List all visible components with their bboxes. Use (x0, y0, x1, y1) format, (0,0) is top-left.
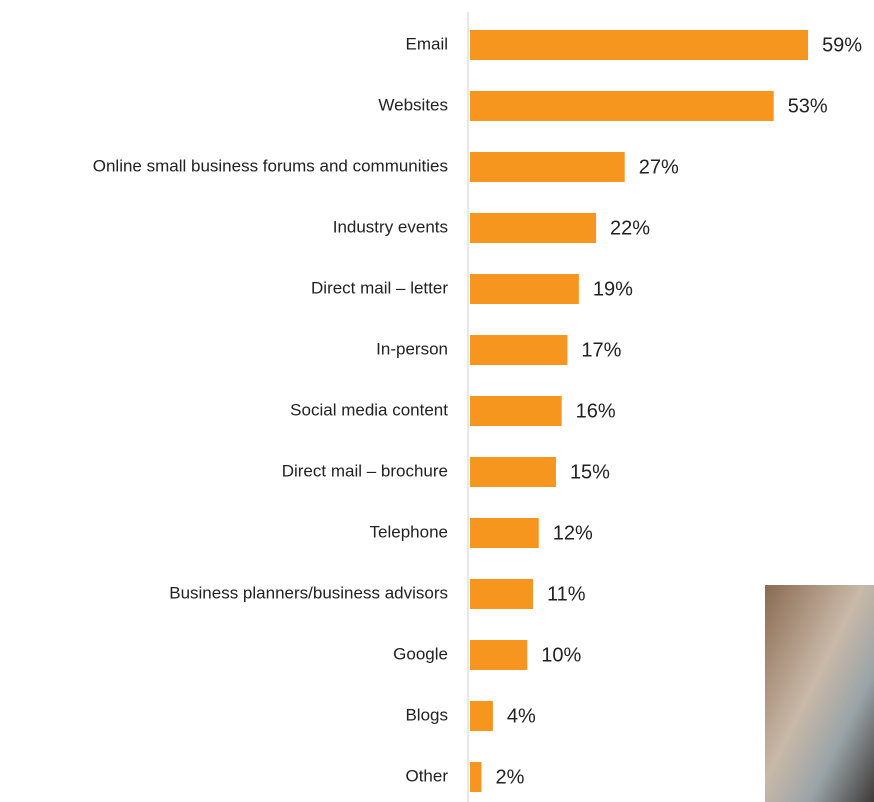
category-label: Direct mail – letter (311, 278, 448, 297)
category-label: In-person (376, 339, 448, 358)
bar (470, 518, 539, 548)
value-label: 2% (495, 766, 524, 788)
bar (470, 579, 534, 609)
bar (470, 396, 562, 426)
category-label: Blogs (405, 705, 448, 724)
photo (765, 585, 874, 802)
bar (470, 213, 597, 243)
bar (470, 152, 625, 182)
value-label: 16% (576, 400, 616, 422)
bar (470, 274, 579, 304)
category-label: Online small business forums and communi… (93, 156, 448, 175)
value-label: 17% (581, 339, 621, 361)
value-label: 10% (541, 644, 581, 666)
category-label: Email (405, 34, 448, 53)
category-label: Business planners/business advisors (169, 583, 448, 602)
category-label: Social media content (290, 400, 448, 419)
value-label: 4% (507, 705, 536, 727)
bar (470, 457, 556, 487)
category-label: Websites (378, 95, 448, 114)
value-label: 19% (593, 278, 633, 300)
value-label: 22% (610, 217, 650, 239)
bar (470, 30, 809, 60)
category-label: Google (393, 644, 448, 663)
bar (470, 762, 482, 792)
value-label: 53% (788, 95, 828, 117)
bar (470, 701, 493, 731)
category-label: Direct mail – brochure (282, 461, 448, 480)
category-label: Telephone (370, 522, 448, 541)
bar (470, 335, 568, 365)
bar (470, 640, 528, 670)
category-label: Other (405, 766, 448, 785)
value-label: 12% (553, 522, 593, 544)
value-label: 11% (547, 583, 586, 605)
category-label: Industry events (333, 217, 448, 236)
value-label: 27% (639, 156, 679, 178)
value-label: 15% (570, 461, 610, 483)
value-label: 59% (822, 34, 862, 56)
bar (470, 91, 774, 121)
